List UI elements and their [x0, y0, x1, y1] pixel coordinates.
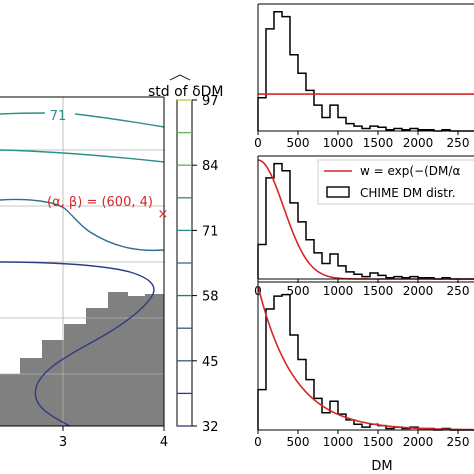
legend-box-swatch [326, 186, 350, 198]
contour-line [0, 112, 164, 128]
histogram-x-tick-label: 500 [287, 136, 310, 150]
histogram-x-tick-label: 500 [287, 435, 310, 449]
legend-label-weight: w = exp(−(DM/α [360, 164, 460, 178]
annotation-label: (α, β) = (600, 4) [47, 195, 153, 210]
contour-line [0, 198, 164, 252]
contour-label: 71 [50, 109, 67, 124]
histogram-bar [282, 171, 290, 279]
contour-line [0, 261, 155, 426]
histogram-bar [306, 90, 314, 131]
colorbar-level-lines [177, 99, 192, 427]
histogram-x-tick-label: 250 [447, 435, 470, 449]
histogram-bar [330, 254, 338, 279]
histogram-bar [290, 335, 298, 430]
histogram-x-tick-label: 2000 [403, 284, 434, 298]
colorbar-title: std of δDM [148, 84, 224, 100]
histogram-bar [354, 424, 362, 430]
histogram-x-tick-label: 1000 [323, 435, 354, 449]
histogram-outline [257, 293, 474, 431]
histogram-bar [330, 401, 338, 430]
x-axis-label: DM [371, 459, 392, 474]
histogram-bar [338, 266, 346, 279]
masked-region [0, 292, 164, 426]
histogram-bar [346, 124, 354, 131]
contour-x-tick-label: 3 [59, 435, 67, 450]
colorbar-ticks: 97 84 71 58 45 32 [192, 94, 219, 435]
contour-x-tick-label: 4 [160, 435, 168, 450]
histogram-bar [266, 178, 274, 279]
contour-line [0, 149, 164, 163]
histogram-bar [298, 222, 306, 279]
histogram-bar [314, 105, 322, 131]
colorbar: std of δDM 97 84 71 58 45 32 [148, 74, 224, 435]
histogram-bottom: 0 500 1000 1500 2000 250 [254, 281, 474, 449]
colorbar-tick-label: 71 [202, 224, 219, 239]
histogram-x-tick-label: 1000 [323, 136, 354, 150]
histogram-bar [258, 390, 266, 430]
histogram-bar [330, 105, 338, 131]
histogram-x-tick-label: 1500 [363, 136, 394, 150]
histogram-bar [274, 12, 282, 131]
histogram-bar [322, 413, 330, 430]
histogram-x-tick-label: 1500 [363, 284, 394, 298]
legend: w = exp(−(DM/α CHIME DM distr. [317, 159, 474, 205]
histogram-bar [370, 273, 378, 279]
histogram-top: 0 500 1000 1500 2000 250 [254, 3, 474, 150]
annotation-marker: × [158, 207, 169, 222]
histogram-x-tick-label: 2000 [403, 435, 434, 449]
colorbar-tick-label: 32 [202, 420, 219, 435]
histogram-outline [257, 162, 474, 280]
legend-label-chime: CHIME DM distr. [360, 186, 456, 200]
histogram-x-tick-label: 0 [254, 136, 262, 150]
histogram-bar [346, 420, 354, 430]
histogram-bar [266, 29, 274, 131]
histogram-bar [306, 380, 314, 430]
histogram-x-tick-label: 250 [447, 136, 470, 150]
histogram-bar [258, 98, 266, 131]
histogram-x-tick-label: 1000 [323, 284, 354, 298]
histogram-bar [346, 272, 354, 279]
histogram-bar [322, 117, 330, 131]
histogram-bar [274, 296, 282, 430]
histogram-x-tick-label: 0 [254, 435, 262, 449]
histogram-x-tick-label: 250 [447, 284, 470, 298]
histogram-bar [298, 359, 306, 430]
histogram-outline [257, 10, 474, 132]
histogram-x-tick-label: 1500 [363, 435, 394, 449]
colorbar-tick-label: 45 [202, 355, 219, 370]
colorbar-tick-label: 84 [202, 159, 219, 174]
histogram-x-tick-label: 500 [287, 284, 310, 298]
colorbar-title-hat [169, 74, 191, 81]
histogram-bar [274, 164, 282, 279]
histogram-bar [314, 253, 322, 279]
colorbar-tick-label: 58 [202, 290, 219, 305]
histogram-x-tick-label: 2000 [403, 136, 434, 150]
colorbar-tick-label: 97 [202, 94, 219, 109]
weight-curve [257, 285, 474, 431]
histogram-bar [338, 117, 346, 131]
histogram-bar [298, 73, 306, 131]
histogram-bar [258, 244, 266, 279]
histogram-bar [290, 55, 298, 131]
histogram-bar [282, 17, 290, 131]
